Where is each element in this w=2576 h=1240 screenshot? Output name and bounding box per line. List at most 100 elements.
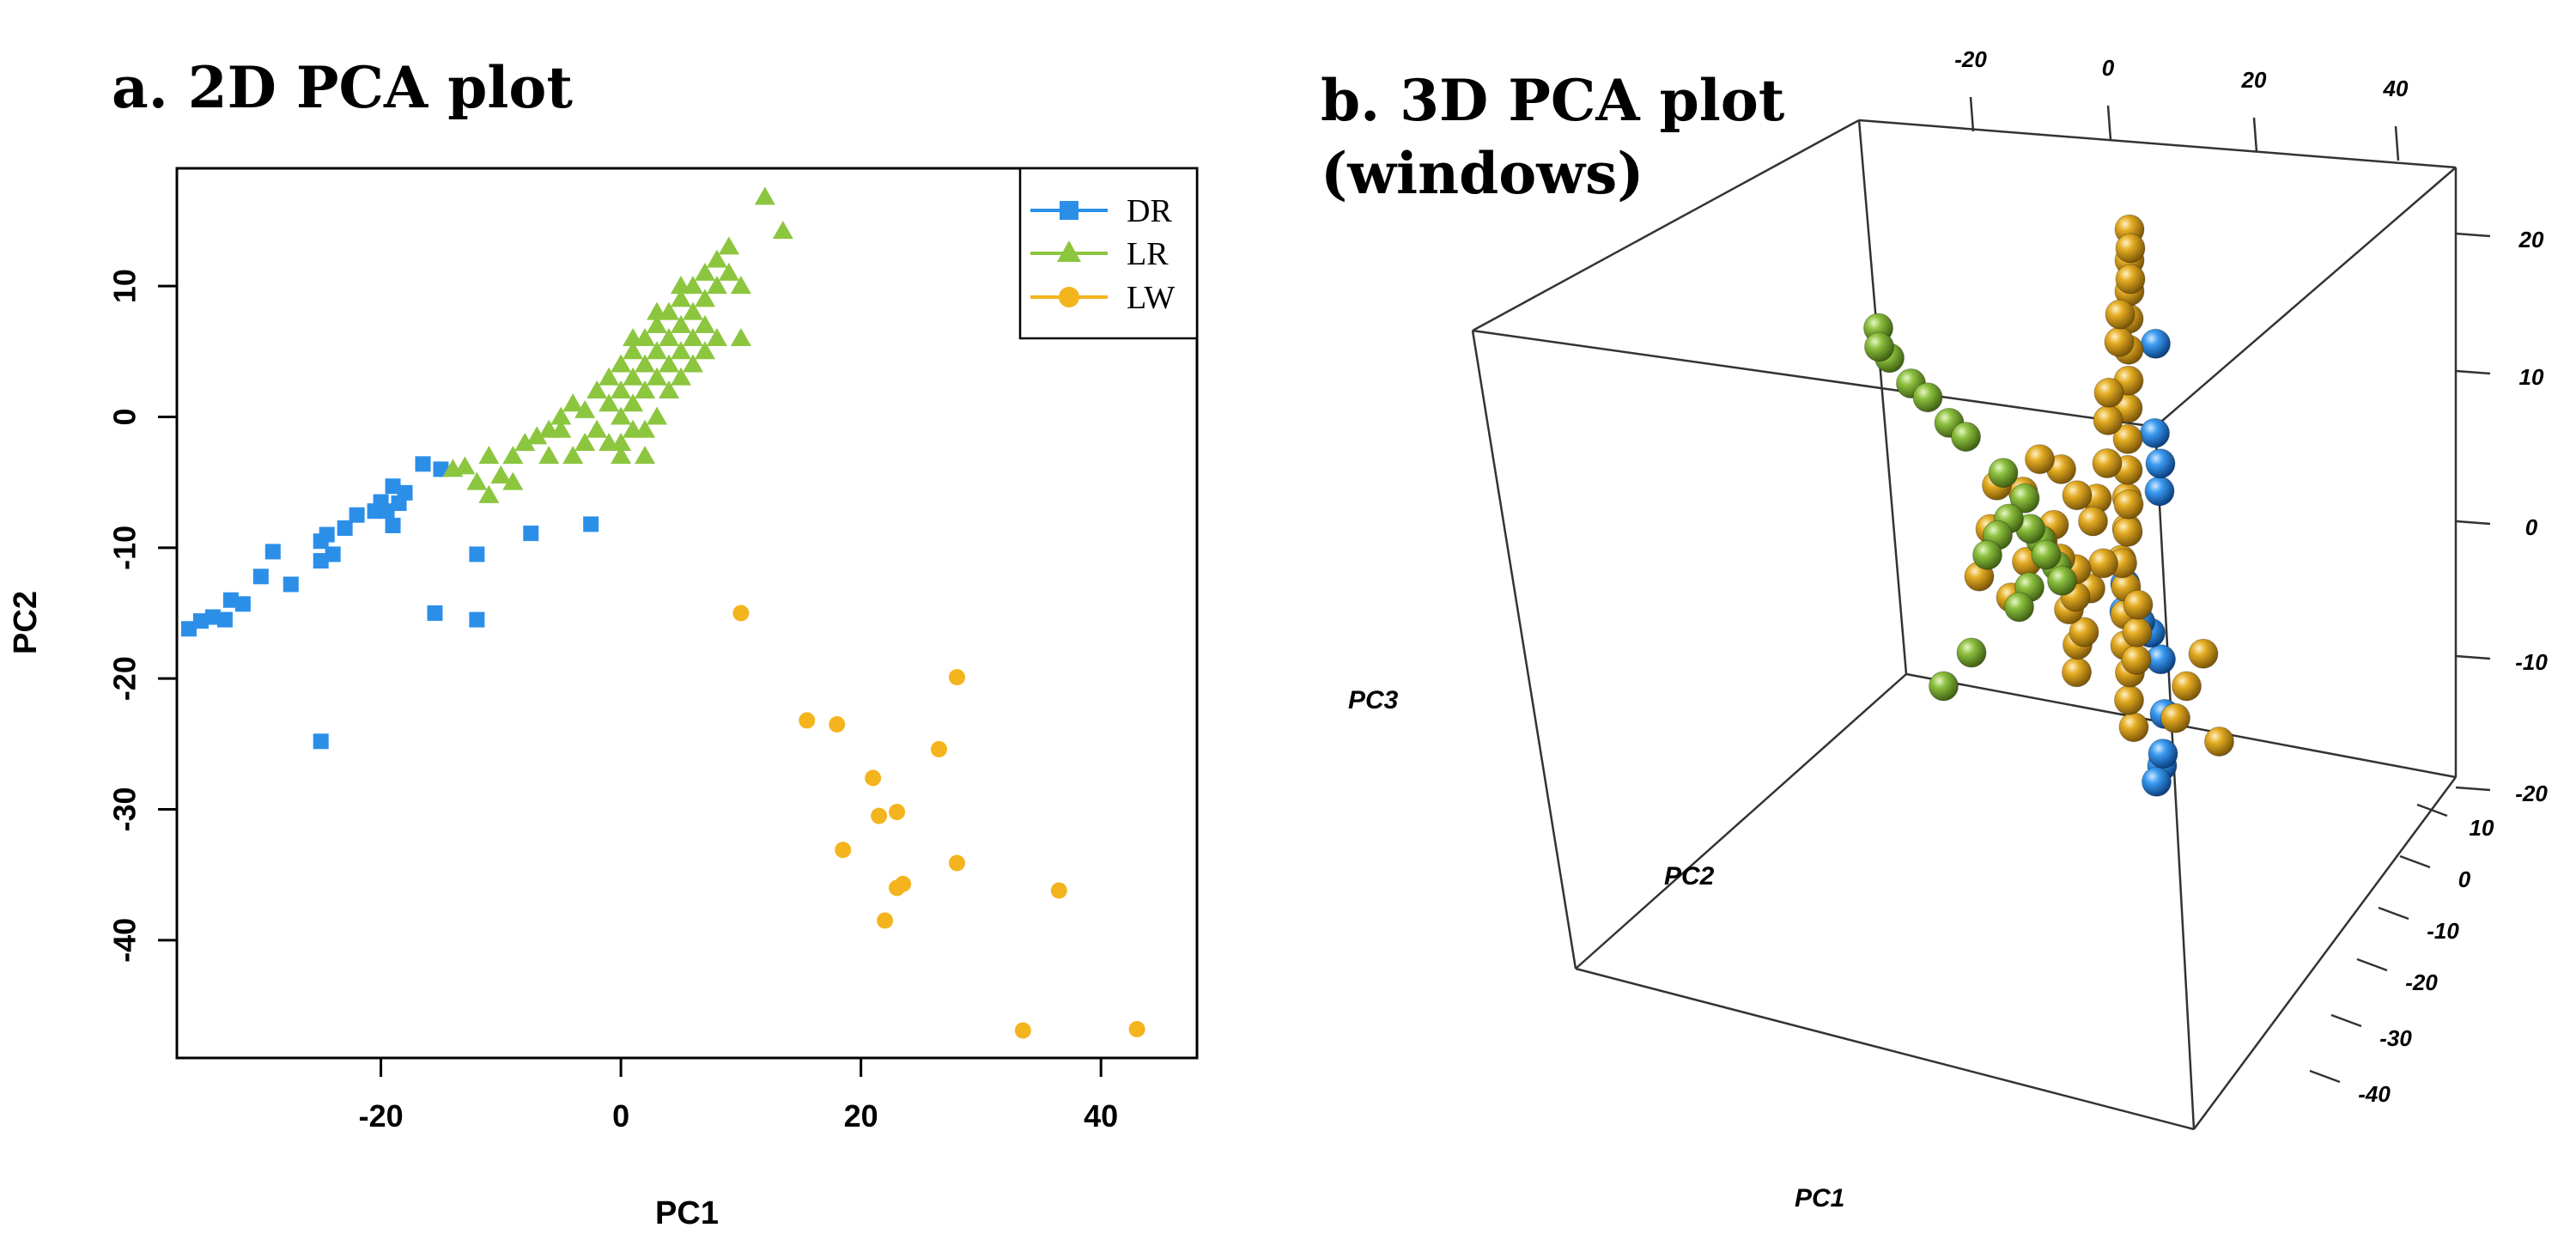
- depth-tick-mark: [2416, 803, 2448, 818]
- point-lr: [682, 354, 703, 373]
- point-dr: [264, 544, 281, 560]
- depth-tick-mark: [2309, 1069, 2341, 1084]
- legend-label-lw: LW: [1127, 280, 1175, 316]
- plot-b-ticks: -20 0 20 40 20 10 0 -10 -20 10 0 -10 -20 -30 -40: [1954, 46, 2548, 1107]
- point-lr: [706, 249, 727, 268]
- point-lw: [889, 804, 906, 821]
- sphere-lw: [2121, 644, 2152, 675]
- depth-tick-mark: [2330, 1013, 2362, 1028]
- point-dr: [222, 592, 239, 608]
- y-tick-label: -30: [107, 787, 143, 832]
- plot-b-zlabel: PC3: [1348, 686, 1399, 714]
- series-dr: [180, 456, 599, 750]
- point-dr: [433, 461, 449, 477]
- point-lr: [671, 341, 692, 360]
- plot-b-points: [1863, 214, 2234, 797]
- depth-tick-label: -40: [2358, 1081, 2391, 1107]
- point-lr: [671, 367, 692, 386]
- point-lr: [574, 399, 596, 418]
- right-tick-mark: [2455, 369, 2491, 375]
- sphere-lw: [2104, 326, 2135, 357]
- sphere-lr: [1972, 539, 2002, 570]
- sphere-lw: [2062, 480, 2093, 511]
- point-lr: [682, 301, 703, 320]
- point-dr: [319, 526, 335, 543]
- right-tick-mark: [2455, 786, 2491, 792]
- point-lw: [931, 740, 948, 757]
- point-lw: [948, 854, 965, 872]
- sphere-lw: [2069, 617, 2099, 647]
- point-lr: [772, 221, 793, 240]
- sphere-lw: [2160, 702, 2190, 733]
- point-lr: [671, 289, 692, 307]
- sphere-lw: [2105, 299, 2136, 330]
- plot-a-xaxis: -20 0 20 40: [359, 1058, 1118, 1134]
- sphere-dr: [2148, 739, 2178, 769]
- panel-b-title-line1: b. 3D PCA plot: [1321, 67, 1785, 134]
- top-tick-mark: [2394, 125, 2400, 161]
- point-lr: [671, 276, 692, 295]
- point-lw: [799, 712, 816, 729]
- point-lr: [659, 354, 680, 373]
- top-tick-label: 0: [2102, 55, 2115, 81]
- point-lr: [694, 262, 715, 281]
- panel-b: b. 3D PCA plot (windows) -20 0 20 40 20 10 0 -1…: [1321, 46, 2548, 1213]
- right-tick-label: -20: [2515, 781, 2548, 806]
- sphere-lw: [2114, 684, 2144, 715]
- y-tick-label: -40: [107, 918, 143, 963]
- top-tick-mark: [2252, 117, 2258, 153]
- sphere-lr: [1912, 382, 1943, 413]
- plot-a-frame: [175, 167, 1199, 1060]
- point-lr: [730, 276, 751, 295]
- point-lr: [611, 354, 632, 373]
- plot-b-ylabel: PC2: [1664, 862, 1715, 890]
- depth-tick-label: -10: [2427, 918, 2459, 944]
- point-lr: [623, 341, 644, 360]
- point-dr: [469, 611, 485, 628]
- sphere-lw: [2062, 657, 2092, 688]
- sphere-lw: [2122, 617, 2153, 647]
- depth-tick-mark: [2356, 957, 2388, 972]
- sphere-lw: [2093, 404, 2123, 435]
- point-lw: [1014, 1022, 1031, 1039]
- sphere-lw: [2188, 638, 2219, 669]
- point-lr: [514, 432, 536, 451]
- top-tick-label: 20: [2241, 67, 2267, 93]
- sphere-dr: [2145, 448, 2176, 479]
- point-dr: [337, 520, 353, 536]
- sphere-lw: [2078, 506, 2108, 537]
- point-lr: [454, 456, 476, 475]
- sphere-lw: [2118, 712, 2149, 743]
- point-lr: [623, 367, 644, 386]
- point-lr: [562, 446, 584, 465]
- sphere-lw: [2113, 489, 2144, 520]
- series-lw: [732, 605, 1145, 1039]
- point-lr: [526, 426, 548, 445]
- point-lr: [611, 446, 632, 465]
- point-lr: [586, 380, 608, 398]
- point-lw: [1050, 882, 1067, 899]
- legend-item-lw: LW: [1030, 280, 1175, 316]
- right-tick-label: 10: [2519, 364, 2544, 390]
- legend-item-dr: DR: [1030, 193, 1172, 229]
- sphere-dr: [2140, 417, 2170, 448]
- right-tick-label: 20: [2518, 227, 2544, 252]
- panel-a: a. 2D PCA plot -20 0 20 40 100-10-20-30-40 …: [8, 54, 1199, 1231]
- point-dr: [204, 609, 221, 625]
- sphere-lr: [1929, 671, 1959, 702]
- sphere-dr: [2144, 476, 2175, 507]
- point-lr: [635, 446, 656, 465]
- point-lr: [659, 380, 680, 398]
- point-lr: [694, 341, 715, 360]
- point-lr: [647, 367, 668, 386]
- point-dr: [583, 516, 599, 532]
- point-dr: [325, 546, 341, 562]
- sphere-dr: [2141, 328, 2171, 359]
- legend-label-dr: DR: [1127, 193, 1172, 229]
- point-dr: [252, 568, 269, 585]
- point-lr: [574, 432, 596, 451]
- plot-b-xlabel: PC1: [1795, 1184, 1844, 1213]
- point-lr: [611, 380, 632, 398]
- point-dr: [313, 553, 329, 569]
- point-lr: [635, 354, 656, 373]
